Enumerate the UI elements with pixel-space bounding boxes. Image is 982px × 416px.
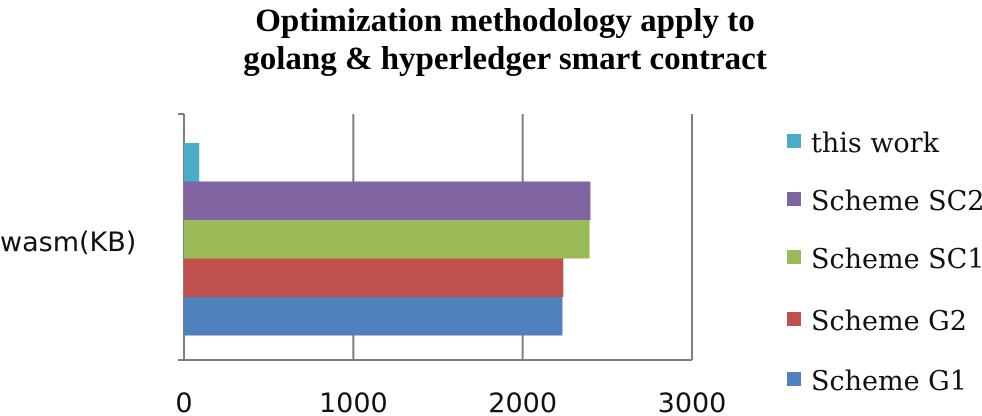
bars [184,143,591,336]
legend-swatch-scheme-sc2 [787,192,801,206]
chart-title-line-1: Optimization methodology apply to [255,3,755,39]
legend-label-this-work: this work [811,128,940,159]
chart-title-line-2: golang & hyperledger smart contract [243,41,767,77]
category-label: wasm(KB) [0,227,136,258]
legend-label-scheme-g1: Scheme G1 [811,366,967,397]
legend-swatch-scheme-g2 [787,312,801,326]
bar-scheme-sc2 [184,181,591,220]
legend-swatch-this-work [787,134,801,148]
legend: this work Scheme SC2 Scheme SC1 Scheme G2 Sc… [787,128,982,397]
legend-label-scheme-sc1: Scheme SC1 [811,244,982,275]
bar-scheme-g1 [184,297,563,336]
x-tick-label-2000: 2000 [488,388,557,416]
x-tick-label-0: 0 [175,388,192,416]
x-tick-label-3000: 3000 [658,388,727,416]
x-tick-label-1000: 1000 [319,388,388,416]
bar-this-work [184,143,200,182]
legend-swatch-scheme-g1 [787,372,801,386]
chart-title: Optimization methodology apply to golang… [0,2,982,78]
bar-scheme-sc1 [184,220,590,259]
x-tick-labels: 0 1000 2000 3000 [175,388,726,416]
bar-scheme-g2 [184,258,564,297]
legend-label-scheme-sc2: Scheme SC2 [811,186,982,217]
legend-label-scheme-g2: Scheme G2 [811,306,967,337]
legend-swatch-scheme-sc1 [787,250,801,264]
